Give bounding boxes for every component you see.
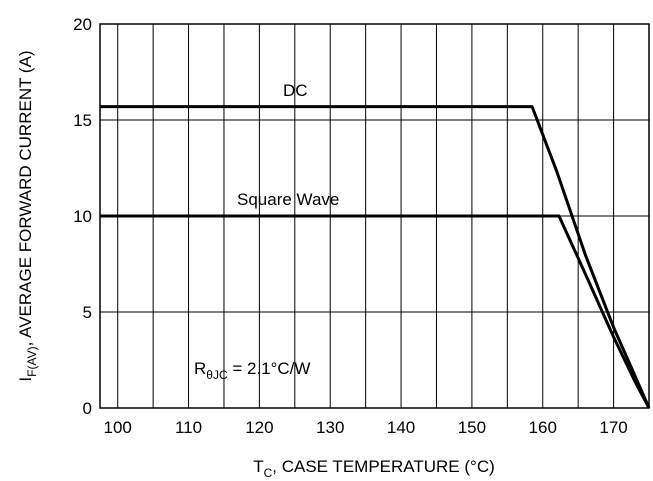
series-line-square-wave [100, 214, 651, 409]
series-layer [100, 105, 651, 409]
x-tick-label: 110 [175, 418, 202, 437]
annotation-subscript: θJC [206, 368, 228, 382]
x-axis-text: , CASE TEMPERATURE (°C) [272, 457, 494, 476]
y-tick-label: 5 [83, 303, 92, 322]
x-tick-label: 160 [529, 418, 557, 437]
y-tick-labels: 0 5 10 15 20 [73, 15, 92, 418]
y-tick-label: 15 [73, 111, 92, 130]
series-label-dc: DC [283, 81, 308, 100]
y-axis-title: IF(AV), AVERAGE FORWARD CURRENT (A) [16, 50, 39, 381]
x-tick-label: 120 [245, 418, 273, 437]
y-tick-label: 10 [73, 207, 92, 226]
y-axis-subscript: F(AV) [25, 346, 39, 376]
y-tick-label: 0 [83, 399, 92, 418]
annotation-rthetajc: RθJC = 2.1°C/W [194, 359, 310, 382]
y-axis-symbol: I [16, 377, 35, 382]
series-label-square-wave: Square Wave [237, 190, 339, 209]
x-tick-label: 130 [316, 418, 344, 437]
y-axis-title-group: IF(AV), AVERAGE FORWARD CURRENT (A) [16, 50, 39, 381]
x-tick-label: 170 [599, 418, 627, 437]
x-tick-label: 140 [387, 418, 415, 437]
annotation-symbol: R [194, 359, 206, 378]
x-tick-labels: 100 110 120 130 140 150 160 170 [104, 418, 628, 437]
x-axis-subscript: C [264, 466, 273, 480]
annotation-value: = 2.1°C/W [228, 359, 311, 378]
series-line-dc [100, 105, 651, 409]
x-tick-label: 150 [458, 418, 486, 437]
x-axis-symbol: T [253, 457, 263, 476]
y-axis-text: , AVERAGE FORWARD CURRENT (A) [16, 50, 35, 346]
x-tick-label: 100 [104, 418, 132, 437]
x-axis-title: TC, CASE TEMPERATURE (°C) [253, 457, 495, 480]
y-tick-label: 20 [73, 15, 92, 34]
